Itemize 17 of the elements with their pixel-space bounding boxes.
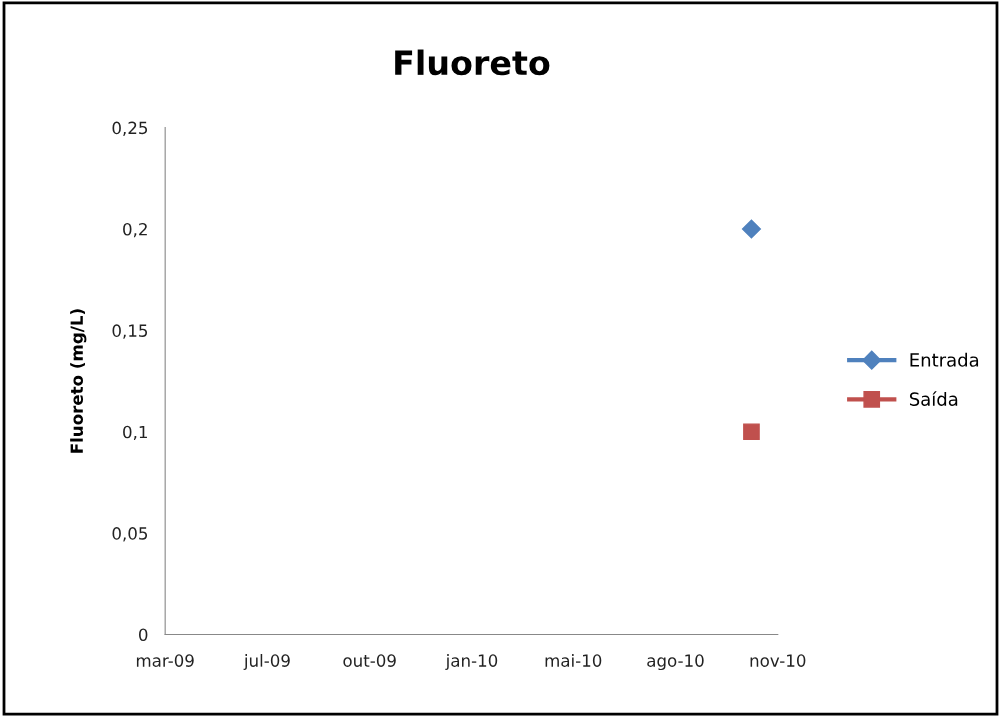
x-tick-label: mai-10: [545, 653, 602, 667]
chart-title: Fluoreto: [395, 49, 550, 76]
y-axis-title: Fluoreto (mg/L): [70, 309, 87, 453]
y-tick-label: 0,05: [112, 527, 148, 542]
y-tick-label: 0,1: [123, 425, 147, 441]
y-tick-label: 0,25: [112, 121, 148, 136]
legend-label: Entrada: [910, 352, 979, 367]
x-tick-label: jul-09: [243, 653, 290, 671]
y-tick-label: 0,2: [123, 222, 147, 238]
y-tick-label: 0,15: [112, 324, 148, 339]
x-tick-label: mar-09: [136, 654, 194, 667]
x-tick-label: nov-10: [750, 654, 806, 667]
x-tick-label: ago-10: [647, 654, 704, 671]
y-tick-label: 0: [138, 628, 148, 642]
x-tick-label: out-09: [343, 654, 396, 667]
legend-label: Saída: [909, 391, 958, 406]
x-tick-label: jan-10: [445, 653, 498, 671]
